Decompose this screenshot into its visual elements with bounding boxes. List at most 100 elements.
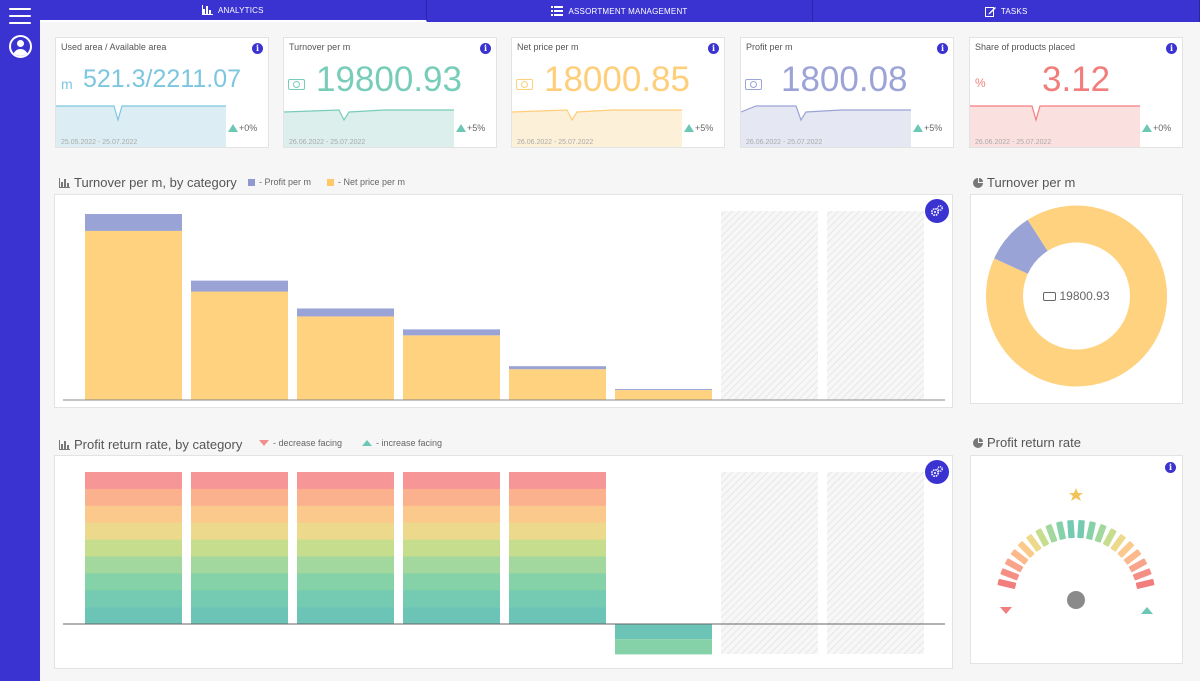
info-icon[interactable]: i <box>937 43 948 54</box>
bar-segment[interactable] <box>191 505 288 523</box>
info-icon[interactable]: i <box>252 43 263 54</box>
bar-profit[interactable] <box>403 329 500 336</box>
empty-category-slot <box>721 472 818 654</box>
bar-segment[interactable] <box>297 590 394 608</box>
bar-segment[interactable] <box>297 573 394 591</box>
bar-profit[interactable] <box>509 366 606 370</box>
tab-label: ASSORTMENT MANAGEMENT <box>568 6 688 16</box>
bar-profit[interactable] <box>297 308 394 317</box>
bar-segment[interactable] <box>297 556 394 574</box>
bar-segment[interactable] <box>85 488 182 507</box>
money-icon <box>1043 292 1057 301</box>
legend-profit-per-m: - Profit per m <box>248 177 311 187</box>
bar-segment[interactable] <box>615 624 712 640</box>
bar-segment[interactable] <box>191 590 288 608</box>
bar-segment[interactable] <box>509 590 606 608</box>
bar-segment[interactable] <box>509 505 606 523</box>
info-icon[interactable]: i <box>708 43 719 54</box>
bar-segment[interactable] <box>191 556 288 574</box>
bar-segment[interactable] <box>85 590 182 608</box>
kpi-delta-value: +0% <box>1153 123 1172 133</box>
bar-segment[interactable] <box>403 607 500 625</box>
kpi-title: Net price per m <box>517 42 579 52</box>
bar-net-price[interactable] <box>403 335 500 400</box>
tab-assortment-management[interactable]: ASSORTMENT MANAGEMENT <box>427 0 814 22</box>
gauge-segment <box>1123 549 1142 565</box>
kpi-unit: % <box>975 76 986 90</box>
gauge-segment <box>1135 579 1155 589</box>
bar-segment[interactable] <box>403 590 500 608</box>
bar-segment[interactable] <box>85 505 182 523</box>
user-avatar-icon[interactable] <box>9 35 32 58</box>
bar-segment[interactable] <box>403 556 500 574</box>
bar-segment[interactable] <box>85 573 182 591</box>
bar-segment[interactable] <box>191 573 288 591</box>
bar-profit[interactable] <box>615 389 712 391</box>
bar-segment[interactable] <box>191 539 288 557</box>
legend-increase-facing: - increase facing <box>362 438 442 448</box>
bar-segment[interactable] <box>191 607 288 625</box>
bar-segment[interactable] <box>403 539 500 557</box>
bar-segment[interactable] <box>509 607 606 625</box>
tab-analytics[interactable]: ANALYTICS <box>40 0 427 22</box>
bar-profit[interactable] <box>191 280 288 292</box>
kpi-title: Profit per m <box>746 42 793 52</box>
bar-segment[interactable] <box>191 472 288 490</box>
settings-gear-icon[interactable] <box>925 199 949 223</box>
bar-segment[interactable] <box>509 573 606 591</box>
bar-segment[interactable] <box>85 472 182 490</box>
kpi-card-share-placed: Share of products placed i % 3.12 26.06.… <box>969 37 1183 148</box>
gauge-segment <box>1004 558 1024 573</box>
profit-chart-panel <box>54 455 953 669</box>
bar-profit[interactable] <box>85 213 182 231</box>
kpi-delta-value: +5% <box>467 123 486 133</box>
bar-segment[interactable] <box>85 556 182 574</box>
bar-segment[interactable] <box>403 505 500 523</box>
bar-segment[interactable] <box>85 522 182 540</box>
bar-net-price[interactable] <box>85 230 182 400</box>
bar-segment[interactable] <box>297 472 394 490</box>
bar-net-price[interactable] <box>509 369 606 400</box>
settings-gear-icon[interactable] <box>925 460 949 484</box>
bar-segment[interactable] <box>191 522 288 540</box>
bar-net-price[interactable] <box>297 316 394 400</box>
bar-segment[interactable] <box>403 472 500 490</box>
info-icon[interactable]: i <box>1166 43 1177 54</box>
info-icon[interactable]: i <box>1165 462 1176 473</box>
bar-segment[interactable] <box>85 607 182 625</box>
bar-segment[interactable] <box>403 488 500 507</box>
gauge-segment <box>1035 528 1050 547</box>
donut-slice[interactable] <box>986 205 1167 387</box>
bar-segment[interactable] <box>509 488 606 507</box>
bar-segment[interactable] <box>297 607 394 625</box>
bar-segment[interactable] <box>297 488 394 507</box>
bar-segment[interactable] <box>297 539 394 557</box>
donut-slice[interactable] <box>994 219 1049 275</box>
kpi-card-turnover: Turnover per m i 19800.93 26.06.2022 - 2… <box>283 37 497 148</box>
sparkline-chart <box>741 105 911 147</box>
bar-segment[interactable] <box>191 488 288 507</box>
bar-segment[interactable] <box>297 522 394 540</box>
bar-segment[interactable] <box>403 573 500 591</box>
bar-segment[interactable] <box>297 505 394 523</box>
kpi-date-range: 26.06.2022 - 25.07.2022 <box>746 139 823 146</box>
sparkline-chart <box>284 109 454 147</box>
menu-icon[interactable] <box>9 8 31 24</box>
bar-segment[interactable] <box>403 522 500 540</box>
gauge-segment <box>1094 524 1107 543</box>
bar-net-price[interactable] <box>191 291 288 400</box>
bar-segment[interactable] <box>615 639 712 655</box>
gauge-segment <box>1086 521 1096 540</box>
bar-segment[interactable] <box>85 539 182 557</box>
bar-segment[interactable] <box>509 472 606 490</box>
kpi-date-range: 26.06.2022 - 25.07.2022 <box>517 139 594 146</box>
info-icon[interactable]: i <box>480 43 491 54</box>
tab-tasks[interactable]: TASKS <box>813 0 1200 22</box>
money-icon <box>745 79 762 90</box>
bar-net-price[interactable] <box>615 390 712 400</box>
bar-segment[interactable] <box>509 522 606 540</box>
bar-segment[interactable] <box>509 539 606 557</box>
kpi-date-range: 25.05.2022 - 25.07.2022 <box>61 139 138 146</box>
bar-segment[interactable] <box>509 556 606 574</box>
kpi-card-used-area: Used area / Available area i m 521.3/221… <box>55 37 269 148</box>
